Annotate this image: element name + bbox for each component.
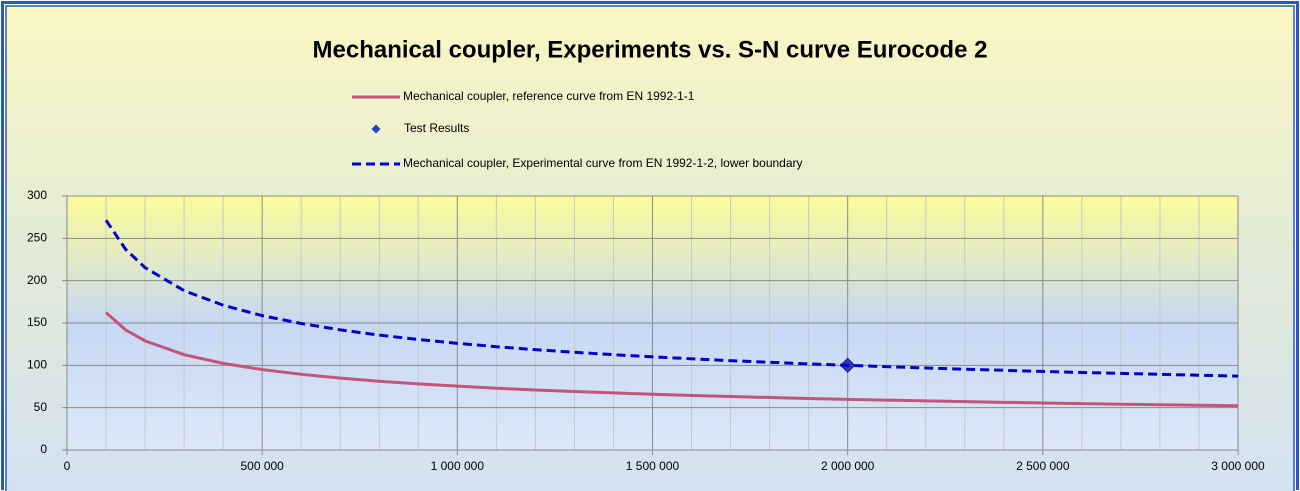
y-tick-label: 200 [27, 273, 47, 287]
legend-swatch [371, 124, 381, 134]
legend-label: Mechanical coupler, Experimental curve f… [403, 156, 803, 170]
y-tick-label: 150 [27, 315, 47, 329]
series-line [105, 311, 1239, 408]
x-tick-label: 1 000 000 [431, 459, 485, 473]
x-tick-label: 2 500 000 [1016, 459, 1070, 473]
y-tick-label: 50 [34, 400, 48, 414]
y-tick-label: 300 [27, 188, 47, 202]
x-tick-label: 3 000 000 [1211, 459, 1265, 473]
x-tick-label: 2 000 000 [821, 459, 875, 473]
y-tick-label: 250 [27, 231, 47, 245]
chart-title: Mechanical coupler, Experiments vs. S-N … [313, 36, 988, 63]
legend-label: Mechanical coupler, reference curve from… [403, 89, 695, 103]
legend-label: Test Results [404, 121, 469, 135]
x-tick-label: 0 [64, 459, 71, 473]
x-tick-label: 1 500 000 [626, 459, 680, 473]
y-tick-label: 100 [27, 358, 47, 372]
y-tick-label: 0 [40, 442, 47, 456]
x-tick-label: 500 000 [240, 459, 284, 473]
series-line [104, 219, 1239, 378]
